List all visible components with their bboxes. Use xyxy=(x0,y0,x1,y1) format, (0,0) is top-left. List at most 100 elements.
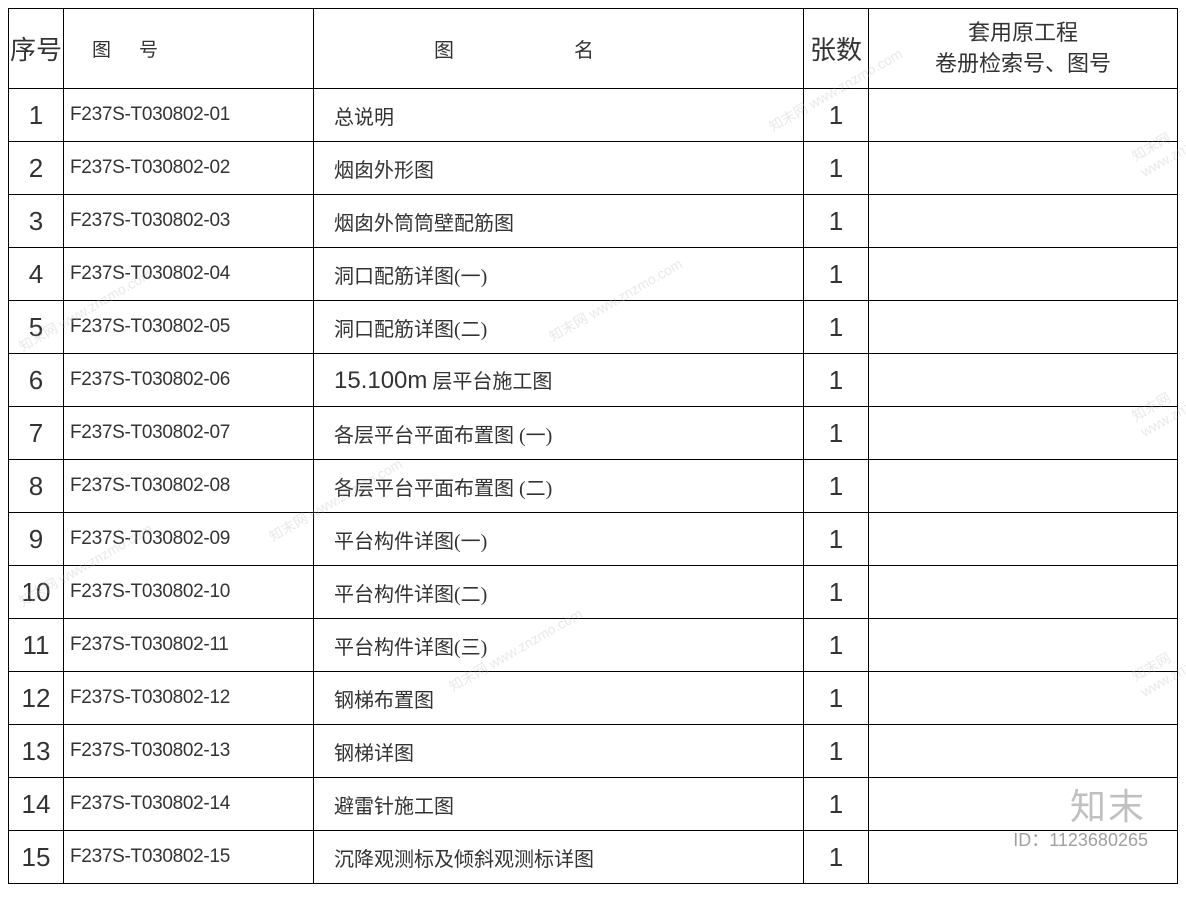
cell-seq: 15 xyxy=(9,831,64,884)
id-watermark: ID：1123680265 xyxy=(1013,826,1148,852)
cell-remark xyxy=(869,89,1178,142)
header-row: 序号 图号 图名 张数 套用原工程 卷册检索号、图号 xyxy=(9,9,1178,89)
cell-seq: 3 xyxy=(9,195,64,248)
cell-name: 各层平台平面布置图 (一) xyxy=(314,407,804,460)
cell-code: F237S-T030802-03 xyxy=(64,195,314,248)
table-row: 15F237S-T030802-15沉降观测标及倾斜观测标详图1 xyxy=(9,831,1178,884)
cell-remark xyxy=(869,354,1178,407)
cell-remark xyxy=(869,619,1178,672)
cell-seq: 8 xyxy=(9,460,64,513)
cell-code: F237S-T030802-01 xyxy=(64,89,314,142)
table-row: 13F237S-T030802-13钢梯详图1 xyxy=(9,725,1178,778)
drawing-list-table: 序号 图号 图名 张数 套用原工程 卷册检索号、图号 1F237S-T03080… xyxy=(8,8,1178,884)
cell-pages: 1 xyxy=(804,248,869,301)
cell-seq: 2 xyxy=(9,142,64,195)
cell-seq: 10 xyxy=(9,566,64,619)
cell-code: F237S-T030802-11 xyxy=(64,619,314,672)
header-remark: 套用原工程 卷册检索号、图号 xyxy=(869,9,1178,89)
cell-seq: 4 xyxy=(9,248,64,301)
cell-name: 平台构件详图(二) xyxy=(314,566,804,619)
cell-code: F237S-T030802-08 xyxy=(64,460,314,513)
cell-name-prefix: 15.100m xyxy=(334,367,427,394)
cell-pages: 1 xyxy=(804,354,869,407)
cell-seq: 5 xyxy=(9,301,64,354)
cell-code: F237S-T030802-02 xyxy=(64,142,314,195)
cell-seq: 13 xyxy=(9,725,64,778)
cell-code: F237S-T030802-12 xyxy=(64,672,314,725)
cell-name: 平台构件详图(三) xyxy=(314,619,804,672)
header-name: 图名 xyxy=(314,9,804,89)
table-row: 8F237S-T030802-08各层平台平面布置图 (二)1 xyxy=(9,460,1178,513)
table-row: 9F237S-T030802-09平台构件详图(一)1 xyxy=(9,513,1178,566)
cell-name: 洞口配筋详图(一) xyxy=(314,248,804,301)
cell-seq: 12 xyxy=(9,672,64,725)
header-remark-line1: 套用原工程 xyxy=(968,20,1078,45)
cell-pages: 1 xyxy=(804,619,869,672)
cell-remark xyxy=(869,460,1178,513)
cell-name: 钢梯详图 xyxy=(314,725,804,778)
cell-pages: 1 xyxy=(804,142,869,195)
table-body: 1F237S-T030802-01总说明12F237S-T030802-02烟囱… xyxy=(9,89,1178,884)
brand-watermark: 知末 xyxy=(1070,778,1146,830)
header-remark-line2: 卷册检索号、图号 xyxy=(935,51,1111,76)
cell-code: F237S-T030802-04 xyxy=(64,248,314,301)
cell-remark xyxy=(869,672,1178,725)
table-container: 序号 图号 图名 张数 套用原工程 卷册检索号、图号 1F237S-T03080… xyxy=(0,0,1186,900)
table-row: 2F237S-T030802-02烟囱外形图1 xyxy=(9,142,1178,195)
cell-name: 钢梯布置图 xyxy=(314,672,804,725)
header-pages: 张数 xyxy=(804,9,869,89)
cell-name: 烟囱外形图 xyxy=(314,142,804,195)
table-row: 7F237S-T030802-07各层平台平面布置图 (一)1 xyxy=(9,407,1178,460)
cell-code: F237S-T030802-07 xyxy=(64,407,314,460)
table-row: 3F237S-T030802-03烟囱外筒筒壁配筋图1 xyxy=(9,195,1178,248)
cell-seq: 11 xyxy=(9,619,64,672)
table-row: 6F237S-T030802-0615.100m 层平台施工图1 xyxy=(9,354,1178,407)
cell-code: F237S-T030802-09 xyxy=(64,513,314,566)
cell-pages: 1 xyxy=(804,195,869,248)
cell-pages: 1 xyxy=(804,672,869,725)
cell-pages: 1 xyxy=(804,407,869,460)
table-row: 1F237S-T030802-01总说明1 xyxy=(9,89,1178,142)
cell-pages: 1 xyxy=(804,89,869,142)
cell-code: F237S-T030802-15 xyxy=(64,831,314,884)
cell-name: 各层平台平面布置图 (二) xyxy=(314,460,804,513)
cell-seq: 9 xyxy=(9,513,64,566)
table-row: 14F237S-T030802-14避雷针施工图1 xyxy=(9,778,1178,831)
table-row: 5F237S-T030802-05洞口配筋详图(二)1 xyxy=(9,301,1178,354)
cell-name: 总说明 xyxy=(314,89,804,142)
cell-name-suffix: 层平台施工图 xyxy=(427,371,552,393)
cell-name: 洞口配筋详图(二) xyxy=(314,301,804,354)
header-seq: 序号 xyxy=(9,9,64,89)
cell-pages: 1 xyxy=(804,778,869,831)
table-row: 11F237S-T030802-11平台构件详图(三)1 xyxy=(9,619,1178,672)
cell-pages: 1 xyxy=(804,301,869,354)
cell-remark xyxy=(869,513,1178,566)
cell-remark xyxy=(869,725,1178,778)
cell-remark xyxy=(869,407,1178,460)
cell-code: F237S-T030802-05 xyxy=(64,301,314,354)
cell-pages: 1 xyxy=(804,725,869,778)
cell-name: 避雷针施工图 xyxy=(314,778,804,831)
cell-code: F237S-T030802-13 xyxy=(64,725,314,778)
cell-seq: 1 xyxy=(9,89,64,142)
cell-seq: 14 xyxy=(9,778,64,831)
cell-code: F237S-T030802-14 xyxy=(64,778,314,831)
cell-pages: 1 xyxy=(804,460,869,513)
cell-seq: 7 xyxy=(9,407,64,460)
cell-remark xyxy=(869,142,1178,195)
cell-remark xyxy=(869,566,1178,619)
header-code: 图号 xyxy=(64,9,314,89)
cell-name: 烟囱外筒筒壁配筋图 xyxy=(314,195,804,248)
cell-pages: 1 xyxy=(804,566,869,619)
cell-pages: 1 xyxy=(804,513,869,566)
cell-code: F237S-T030802-06 xyxy=(64,354,314,407)
cell-name: 15.100m 层平台施工图 xyxy=(314,354,804,407)
cell-pages: 1 xyxy=(804,831,869,884)
table-row: 12F237S-T030802-12钢梯布置图1 xyxy=(9,672,1178,725)
cell-name: 沉降观测标及倾斜观测标详图 xyxy=(314,831,804,884)
cell-remark xyxy=(869,301,1178,354)
cell-code: F237S-T030802-10 xyxy=(64,566,314,619)
cell-seq: 6 xyxy=(9,354,64,407)
table-row: 4F237S-T030802-04洞口配筋详图(一)1 xyxy=(9,248,1178,301)
cell-remark xyxy=(869,195,1178,248)
